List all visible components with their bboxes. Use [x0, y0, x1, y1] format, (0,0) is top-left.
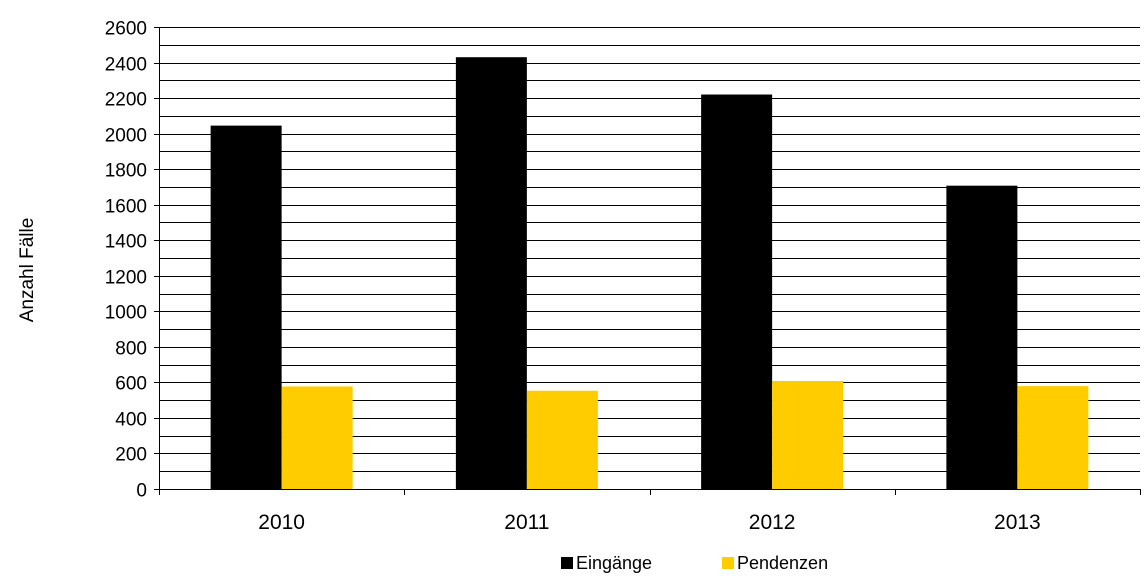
x-tick-label: 2012 — [749, 511, 796, 534]
legend-label: Pendenzen — [737, 553, 828, 573]
bar-eing-nge-2010 — [210, 125, 282, 489]
bar-eing-nge-2013 — [946, 185, 1018, 489]
legend-label: Eingänge — [576, 553, 652, 573]
y-tick-label: 2200 — [105, 90, 147, 111]
legend-swatch — [561, 557, 573, 569]
y-tick-label: 1800 — [105, 161, 147, 182]
y-tick-label: 800 — [115, 339, 147, 360]
y-tick-label: 1200 — [105, 268, 147, 289]
y-tick-label: 600 — [115, 374, 147, 395]
x-tick-label: 2011 — [504, 511, 549, 534]
bar-eing-nge-2011 — [455, 57, 527, 489]
y-tick-label: 2000 — [105, 126, 147, 147]
x-tick-labels: 2010 2011 2012 2013 — [159, 489, 1141, 534]
x-tick-label: 2010 — [258, 511, 305, 534]
legend-swatch — [722, 557, 734, 569]
x-tick-label: 2013 — [994, 511, 1041, 534]
y-axis-label: Anzahl Fälle — [17, 218, 38, 323]
y-tick-label: 2400 — [105, 55, 147, 76]
bar-pendenzen-2011 — [526, 390, 598, 489]
y-tick-labels: 0 200 400 600 800 1000 1200 1400 1600 1800 2000 220… — [105, 19, 159, 502]
bar-eing-nge-2012 — [701, 94, 773, 490]
y-tick-label: 1600 — [105, 197, 147, 218]
y-tick-label: 200 — [115, 445, 147, 466]
bars — [210, 57, 1089, 490]
axes — [154, 27, 1140, 494]
bar-pendenzen-2012 — [772, 380, 844, 489]
y-tick-label: 2600 — [105, 19, 147, 40]
legend: Eingänge Pendenzen — [561, 553, 828, 573]
y-tick-label: 1000 — [105, 303, 147, 324]
y-tick-label: 0 — [136, 481, 147, 502]
y-tick-label: 400 — [115, 410, 147, 431]
y-tick-label: 1400 — [105, 232, 147, 253]
bar-pendenzen-2010 — [281, 386, 353, 489]
bar-pendenzen-2013 — [1017, 386, 1089, 489]
